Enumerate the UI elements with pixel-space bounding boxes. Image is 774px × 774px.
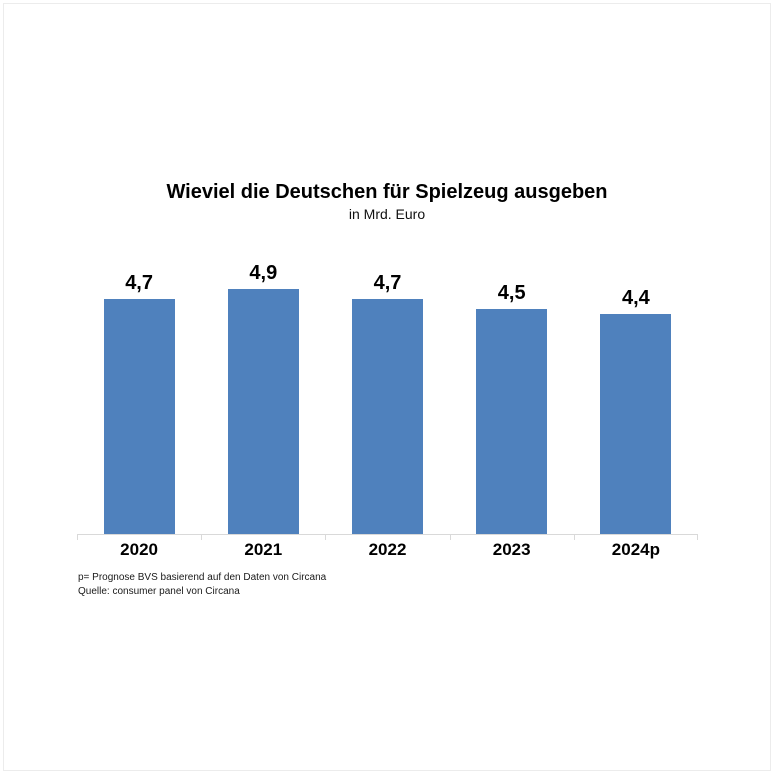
x-axis-label-2022: 2022 bbox=[368, 540, 407, 559]
bar-2023 bbox=[476, 309, 548, 534]
x-axis-tick bbox=[325, 535, 326, 540]
chart-subtitle: in Mrd. Euro bbox=[348, 206, 426, 222]
bar-2024p bbox=[600, 314, 672, 534]
x-axis-label-2024p: 2024p bbox=[611, 540, 660, 559]
x-axis-tick bbox=[201, 535, 202, 540]
bar-2020 bbox=[103, 299, 175, 534]
bar-value-label: 4,5 bbox=[497, 282, 526, 304]
x-axis-label-2023: 2023 bbox=[492, 540, 531, 559]
footnotes: p= Prognose BVS basierend auf den Daten … bbox=[78, 571, 326, 598]
x-axis-tick bbox=[77, 535, 78, 540]
footnote-prognose: p= Prognose BVS basierend auf den Daten … bbox=[78, 572, 327, 583]
plot-area: 4,7 2020 4,9 2021 4,7 2022 4,5 2023 4,4 2024p bbox=[77, 245, 698, 559]
x-axis-label-2020: 2020 bbox=[120, 540, 158, 559]
x-axis-tick bbox=[574, 535, 575, 540]
bar-2022 bbox=[352, 299, 423, 534]
x-axis-label-2021: 2021 bbox=[244, 540, 283, 559]
bar-value-label: 4,9 bbox=[249, 262, 278, 284]
x-axis-line bbox=[77, 534, 698, 535]
x-axis-tick bbox=[697, 535, 698, 540]
bar-value-label: 4,4 bbox=[621, 287, 650, 309]
chart-title: Wieviel die Deutschen für Spielzeug ausg… bbox=[166, 181, 608, 203]
footnote-quelle: Quelle: consumer panel von Circana bbox=[78, 585, 240, 597]
bar-2021 bbox=[227, 289, 299, 534]
x-axis-tick bbox=[450, 535, 451, 540]
bar-value-label: 4,7 bbox=[373, 272, 402, 294]
bar-value-label: 4,7 bbox=[125, 272, 153, 294]
